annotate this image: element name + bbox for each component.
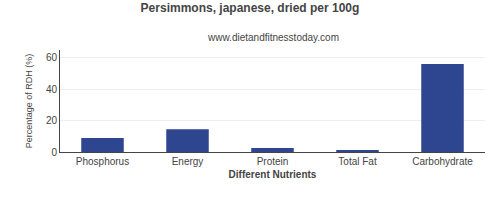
svg-text:60: 60 [46,52,58,63]
svg-text:Phosphorus: Phosphorus [76,156,129,167]
svg-text:Carbohydrate: Carbohydrate [412,156,473,167]
svg-text:Different Nutrients: Different Nutrients [229,169,317,180]
svg-text:40: 40 [46,84,58,95]
svg-text:www.dietandfitnesstoday.com: www.dietandfitnesstoday.com [207,32,339,43]
svg-text:Persimmons, japanese, dried pe: Persimmons, japanese, dried per 100g [141,1,360,15]
svg-text:Protein: Protein [257,156,289,167]
svg-text:Total Fat: Total Fat [338,156,377,167]
svg-text:20: 20 [46,115,58,126]
svg-text:Energy: Energy [172,156,204,167]
svg-text:0: 0 [51,147,57,158]
svg-text:Percentage of RDH (%): Percentage of RDH (%) [24,54,34,149]
